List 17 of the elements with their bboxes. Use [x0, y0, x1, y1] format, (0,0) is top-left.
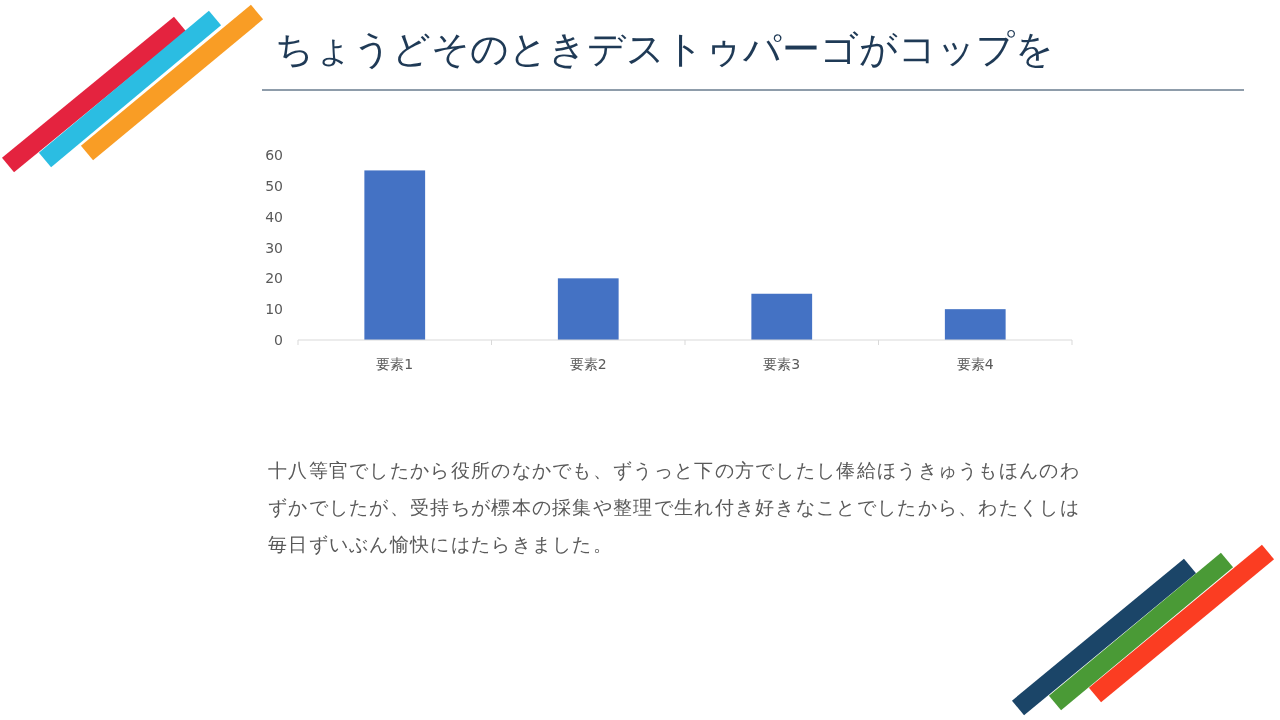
x-tick-label: 要素4	[956, 356, 994, 372]
bar	[557, 278, 619, 340]
x-tick-label: 要素3	[763, 356, 801, 372]
y-tick-label: 20	[265, 270, 283, 287]
y-tick-label: 0	[274, 332, 283, 348]
bar	[944, 309, 1006, 340]
y-tick-label: 10	[265, 301, 283, 318]
y-tick-label: 50	[265, 177, 283, 194]
y-tick-label: 30	[265, 239, 283, 256]
x-tick-label: 要素2	[569, 356, 607, 372]
text: 十八等官でしたから役所のなかでも、ずうっと下の方でしたし俸給ほうきゅうもほんのわずかでしたが、受持ちが標本の採集や整理で生れ付き好きなことでしたから、わたくしは毎日ずいぶん愉快にはたらきました。	[268, 458, 1081, 557]
bar	[751, 293, 813, 340]
chart-title: ちょうどそのときデストゥパーゴがコップを	[275, 27, 1054, 71]
y-tick-label: 60	[265, 147, 283, 163]
bar	[364, 170, 426, 340]
y-tick-label: 40	[265, 208, 283, 225]
x-tick-label: 要素1	[376, 356, 414, 372]
